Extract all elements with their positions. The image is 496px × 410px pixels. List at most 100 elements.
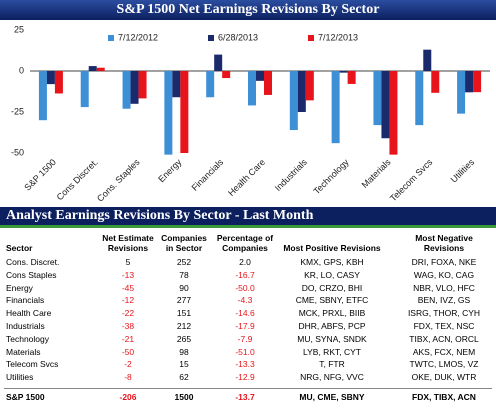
bar [130,71,139,104]
bar [264,71,272,95]
bar [96,67,105,71]
table-cell: DO, CRZO, BHI [301,282,363,293]
bar [248,71,256,106]
bar [256,71,264,81]
total-cell: S&P 1500 [6,391,45,402]
x-tick-label: Financials [190,157,226,193]
legend-label: 6/28/2013 [218,32,258,42]
bar [206,71,215,98]
bar [88,66,97,71]
x-tick-label: Technology [311,157,351,197]
bar [415,71,424,126]
table-cell: Utilities [6,372,34,383]
table-cell: Telecom Svcs [6,359,59,370]
bar [46,71,55,85]
table-cell: -51.0 [235,346,255,357]
y-tick-label: 0 [19,65,24,75]
x-tick-label: S&P 1500 [22,157,58,193]
bar [222,71,231,79]
bar [423,49,432,71]
total-cell: FDX, TIBX, ACN [412,391,476,402]
bar [297,71,306,112]
x-tick-label: Industrials [273,157,309,193]
bar [389,71,398,155]
bar [373,71,382,126]
bar [80,71,89,108]
table-cell: -16.7 [235,269,255,280]
table-row: Cons Staples -13 78 -16.7 KR, LO, CASY WAG, K… [0,270,496,283]
total-cell: -13.7 [235,391,255,402]
table-title: Analyst Earnings Revisions By Sector - L… [0,207,496,228]
column-header: Sector [6,243,33,253]
table-cell: -8 [124,372,132,383]
bar [381,71,390,139]
table-cell: 265 [176,333,192,344]
legend-label: 7/12/2012 [118,32,158,42]
table-row: Technology -21 265 -7.9 MU, SYNA, SNDK TIBX, … [0,334,496,347]
table-cell: MCK, PRXL, BIIB [298,308,366,319]
table-cell: NRG, NFG, VVC [300,372,364,383]
table-cell: 277 [176,295,192,306]
table-row: Health Care -22 151 -14.6 MCK, PRXL, BIIB ISR… [0,308,496,321]
legend-swatch [208,35,214,41]
table-cell: TIBX, ACN, ORCL [409,333,479,344]
table-cell: BEN, IVZ, GS [417,295,471,306]
bar [305,71,314,101]
total-cell: MU, CME, SBNY [299,391,365,402]
table-row: Cons. Discret. 5 252 2.0 KMX, GPS, KBH DRI, F… [0,257,496,270]
table-cell: Financials [6,295,45,306]
table-cell: TWTC, LMOS, VZ [409,359,479,370]
column-header: Companies in Sector [161,233,207,253]
table-cell: 2.0 [239,257,251,267]
table-cell: 252 [176,257,192,267]
table-row: Utilities -8 62 -12.9 NRG, NFG, VVC OKE, DUK,… [0,372,496,385]
legend-label: 7/12/2013 [318,32,358,42]
bar [457,71,466,114]
y-tick-label: -50 [11,147,24,157]
table-cell: 90 [179,282,189,293]
bar [214,54,223,71]
table-cell: ISRG, THOR, CYH [407,308,481,319]
total-cell: 1500 [174,391,194,402]
bar [172,71,181,98]
table-cell: WAG, KO, CAG [413,269,475,280]
table-cell: -17.9 [235,320,255,331]
chart-title: S&P 1500 Net Earnings Revisions By Secto… [0,0,496,20]
table-cell: -12.9 [235,372,255,383]
legend-swatch [308,35,314,41]
x-tick-label: Telecom Svcs [388,157,435,204]
table-cell: Cons. Discret. [6,257,60,267]
table-cell: KMX, GPS, KBH [300,257,364,267]
x-tick-label: Cons Discret. [55,157,100,202]
column-header: Net Estimate Revisions [102,233,154,253]
table-cell: Cons Staples [6,269,57,280]
bar [331,71,340,144]
bar [465,71,474,93]
y-tick-label: -25 [11,106,24,116]
x-tick-label: Materials [360,157,393,190]
bar [54,71,63,94]
total-cell: -206 [119,391,137,402]
table: Sector Net Estimate Revisions Companies in… [0,229,496,405]
table-cell: Industrials [6,320,45,331]
table-cell: KR, LO, CASY [304,269,360,280]
column-header: Percentage of Companies [216,233,274,253]
bar [473,71,482,93]
table-cell: DRI, FOXA, NKE [411,257,477,267]
table-cell: -12 [121,295,135,306]
table-cell: -4.3 [237,295,253,306]
x-tick-label: Utilities [449,157,477,185]
table-cell: CME, SBNY, ETFC [295,295,369,306]
table-cell: 151 [176,308,192,319]
table-cell: AKS, FCX, NEM [412,346,476,357]
table-cell: 5 [125,257,131,267]
table-cell: 78 [179,269,189,280]
bar [431,71,440,93]
bar [339,71,348,73]
table-row: Materials -50 98 -51.0 LYB, RKT, CYT AKS, FCX… [0,347,496,360]
table-cell: 62 [179,372,189,383]
table-cell: LYB, RKT, CYT [303,346,361,357]
table-row: Energy -45 90 -50.0 DO, CRZO, BHI NBR, VLO, H… [0,283,496,296]
y-tick-label: 25 [14,24,24,34]
